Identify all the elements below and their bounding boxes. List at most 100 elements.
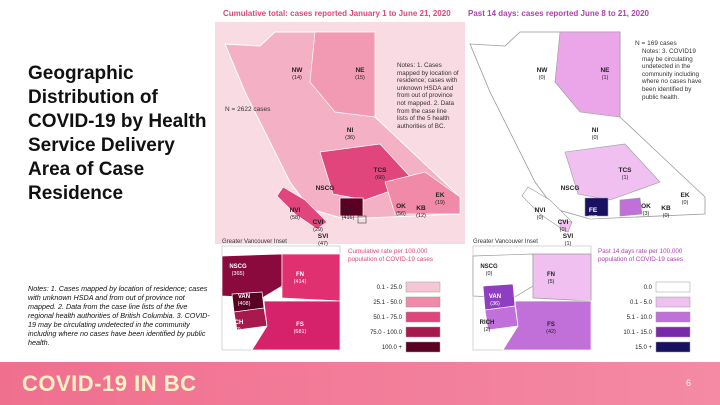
- region-count: (56): [396, 211, 406, 217]
- inset-region-code: RICH: [480, 320, 495, 326]
- region-count: (36): [345, 135, 355, 141]
- inset-region-count: (408): [238, 301, 251, 307]
- region-code: NVI: [535, 207, 546, 214]
- legend-label: 15.0 +: [635, 345, 652, 351]
- inset-fs: [251, 300, 341, 351]
- inset-region-code: FN: [296, 272, 304, 278]
- inset-nscg: [221, 253, 283, 299]
- legend-label: 0.1 - 5.0: [630, 300, 653, 306]
- region-count: (0): [539, 75, 546, 81]
- region-count: (416): [342, 215, 355, 221]
- slide-title: Geographic Distribution of COVID-19 by H…: [28, 63, 207, 204]
- region-count: (14): [292, 75, 302, 81]
- legend-label: 100.0 +: [382, 345, 403, 351]
- region-count: (15): [355, 75, 365, 81]
- map-notes: Notes: 3. COVID19 may be circulating und…: [642, 48, 702, 101]
- inset-region-code: FN: [547, 272, 555, 278]
- region-count: (1): [565, 241, 572, 247]
- legend-title: Past 14 days rate per 100,000 population…: [598, 248, 684, 263]
- vancouver-island: [276, 186, 328, 230]
- map-cumulative: [215, 22, 465, 244]
- region-code: SVI: [563, 233, 574, 240]
- region-count: (1): [602, 75, 609, 81]
- region-code: CVI: [558, 219, 569, 226]
- inset-region-count: (414): [294, 279, 307, 285]
- region-count: (47): [318, 241, 328, 247]
- region-count: (67): [588, 215, 598, 221]
- region-code: FE: [344, 207, 353, 214]
- legend-swatch: [655, 341, 691, 353]
- legend-label: 25.1 - 50.0: [373, 300, 402, 306]
- region-count: (12): [416, 213, 426, 219]
- region-code: KB: [661, 205, 671, 212]
- map-title: Past 14 days: cases reported June 8 to 2…: [468, 9, 649, 18]
- inset-region-code: NSCG: [480, 264, 498, 270]
- legend-label: 75.0 - 100.0: [370, 330, 403, 336]
- legend-label: 50.1 - 75.0: [373, 315, 402, 321]
- region-ne: [309, 31, 376, 118]
- inset-marker: [357, 215, 367, 224]
- region-code: SVI: [318, 233, 329, 240]
- legend-label: 10.1 - 15.0: [623, 330, 652, 336]
- region-interior: [384, 171, 461, 215]
- inset-region-code: RICH: [229, 320, 244, 326]
- legend-swatch: [405, 311, 441, 323]
- region-ne: [554, 31, 621, 118]
- page-number: 6: [686, 378, 692, 388]
- region-tcs: [564, 143, 661, 201]
- region-count: (29): [313, 227, 323, 233]
- region-code: NI: [592, 127, 599, 134]
- legend-swatch: [405, 296, 441, 308]
- inset-region-count: (365): [232, 271, 245, 277]
- region-count: (0): [663, 213, 670, 219]
- legend-swatch: [655, 326, 691, 338]
- region-code: NE: [600, 67, 610, 74]
- footer-text: COVID-19 IN BC: [22, 371, 197, 396]
- legend-swatch: [655, 296, 691, 308]
- region-count: (66): [375, 175, 385, 181]
- legend-label: 0.1 - 25.0: [377, 285, 403, 291]
- region-svi: [559, 219, 573, 233]
- inset-region-code: FS: [547, 322, 555, 328]
- region-code: NI: [347, 127, 354, 134]
- inset-title: Greater Vancouver Inset: [473, 239, 538, 245]
- region-code: OK: [396, 203, 406, 210]
- legend-swatch: [655, 281, 691, 293]
- region-count: (0): [592, 135, 599, 141]
- inset-14-days: [472, 245, 592, 351]
- legend-swatch: [405, 341, 441, 353]
- inset-fs: [502, 300, 592, 351]
- region-count: (1): [622, 175, 629, 181]
- region-code: OK: [641, 203, 651, 210]
- region-code: NW: [292, 67, 304, 74]
- legend-label: 0.0: [644, 285, 653, 291]
- legend-title: Cumulative rate per 100,000 population o…: [348, 248, 434, 263]
- region-code: EK: [680, 192, 689, 199]
- region-fe: [584, 197, 609, 217]
- legend-swatch: [405, 326, 441, 338]
- inset-region-count: (0): [486, 271, 493, 277]
- inset-region-code: VAN: [238, 294, 250, 300]
- inset-region-code: FS: [296, 322, 304, 328]
- inset-region-count: (42): [546, 329, 556, 335]
- region-count: (19): [435, 200, 445, 206]
- region-count: (58): [290, 215, 300, 221]
- inset-cumulative: [221, 245, 341, 351]
- region-code: TCS: [619, 167, 633, 174]
- case-total: N = 169 cases: [635, 40, 677, 47]
- region-ok: [619, 197, 643, 217]
- inset-region-code: VAN: [489, 294, 501, 300]
- region-code: FE: [589, 207, 598, 214]
- region-code: KB: [416, 205, 426, 212]
- region-code: EK: [435, 192, 444, 199]
- region-code: NW: [537, 67, 549, 74]
- region-count: (0): [682, 200, 689, 206]
- region-code: TCS: [374, 167, 388, 174]
- region-code: NSCG: [561, 185, 580, 192]
- inset-region-count: (681): [294, 329, 307, 335]
- legend-label: 5.1 - 10.0: [627, 315, 653, 321]
- inset-region-count: (90): [231, 327, 241, 333]
- map-notes: Notes: 1. Cases mapped by location of re…: [397, 62, 459, 130]
- region-code: NVI: [290, 207, 301, 214]
